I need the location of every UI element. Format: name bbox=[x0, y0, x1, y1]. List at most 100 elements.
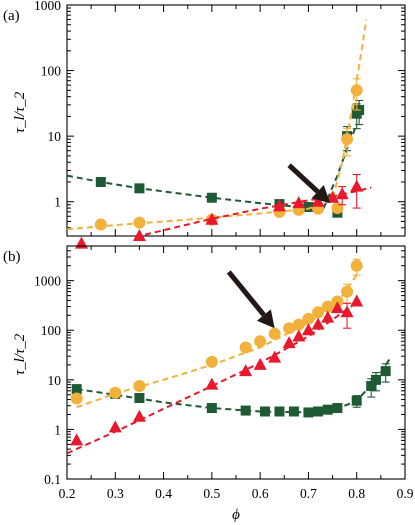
data-point-circle bbox=[133, 216, 146, 229]
data-point-triangle bbox=[74, 236, 88, 249]
data-point-triangle bbox=[239, 364, 253, 377]
data-point-square bbox=[380, 366, 391, 377]
data-point-circle bbox=[350, 84, 363, 97]
x-tick-label: 0.4 bbox=[155, 486, 172, 501]
data-point-square bbox=[274, 406, 285, 417]
data-point-triangle bbox=[350, 294, 364, 307]
data-point-square bbox=[303, 202, 314, 213]
y-tick-label: 1 bbox=[54, 195, 61, 210]
annotation-arrow bbox=[226, 270, 275, 329]
data-point-circle bbox=[283, 322, 296, 335]
y-axis-label: τ_l/τ_2 bbox=[12, 333, 28, 375]
y-axis-label: τ_l/τ_2 bbox=[12, 91, 28, 133]
series-square-green bbox=[71, 357, 392, 418]
data-point-triangle bbox=[132, 409, 146, 422]
data-point-triangle bbox=[205, 377, 219, 390]
series-triangle-red bbox=[74, 173, 372, 249]
data-point-square bbox=[240, 405, 251, 416]
x-tick-label: 0.5 bbox=[203, 486, 220, 501]
data-point-triangle bbox=[70, 433, 84, 446]
panel-a: 1 10 100 1000 τ_l/τ_2 (a) bbox=[3, 0, 406, 249]
x-tick-label: 0.6 bbox=[252, 486, 269, 501]
data-point-circle bbox=[302, 312, 315, 325]
data-point-square bbox=[322, 404, 333, 415]
data-point-circle bbox=[341, 285, 354, 298]
x-tick-label: 0.9 bbox=[397, 486, 414, 501]
data-point-circle bbox=[133, 380, 146, 393]
data-point-triangle bbox=[205, 212, 219, 225]
data-point-circle bbox=[94, 218, 107, 231]
data-point-square bbox=[332, 403, 343, 414]
data-point-circle bbox=[268, 327, 281, 340]
data-point-circle bbox=[205, 355, 218, 368]
data-point-circle bbox=[331, 202, 344, 215]
series-triangle-red bbox=[67, 294, 364, 455]
data-point-triangle bbox=[340, 305, 354, 318]
fit-line-orange bbox=[67, 19, 368, 231]
x-axis-label: ϕ bbox=[232, 507, 240, 523]
data-point-square bbox=[303, 407, 314, 418]
y-tick-label: 100 bbox=[41, 323, 62, 338]
data-point-triangle bbox=[272, 199, 286, 212]
data-point-circle bbox=[350, 259, 363, 272]
data-point-triangle bbox=[330, 301, 344, 314]
data-point-square bbox=[371, 374, 382, 385]
annotation-arrow bbox=[287, 163, 331, 204]
data-point-triangle bbox=[282, 336, 296, 349]
panel-b: 0.1 1 10 100 1000 0.2 0.3 0.4 0.5 0.6 0.7 0.8 0.9 τ_l… bbox=[3, 245, 414, 523]
data-point-triangle bbox=[301, 323, 315, 336]
data-point-triangle bbox=[292, 196, 306, 209]
data-point-circle bbox=[292, 318, 305, 331]
data-point-square bbox=[206, 192, 217, 203]
data-point-triangle bbox=[311, 194, 325, 207]
data-point-square bbox=[95, 176, 106, 187]
arrow-shaft bbox=[287, 163, 320, 194]
x-tick-label: 0.3 bbox=[107, 486, 124, 501]
data-point-circle bbox=[341, 133, 354, 146]
y-tick-label: 0.1 bbox=[44, 472, 61, 487]
data-point-circle bbox=[109, 386, 122, 399]
x-tick-label: 0.8 bbox=[348, 486, 365, 501]
y-tick-label: 10 bbox=[48, 373, 62, 388]
data-point-triangle bbox=[253, 357, 267, 370]
data-point-square bbox=[288, 406, 299, 417]
data-point-triangle bbox=[132, 229, 146, 241]
data-point-circle bbox=[312, 306, 325, 319]
data-point-circle bbox=[254, 335, 267, 348]
y-tick-label: 10 bbox=[48, 129, 62, 144]
data-point-triangle bbox=[326, 190, 340, 203]
data-point-circle bbox=[239, 341, 252, 354]
data-point-square bbox=[134, 393, 145, 404]
y-axis-a: 1 10 100 1000 bbox=[34, 0, 405, 237]
fit-line-red bbox=[134, 186, 372, 236]
y-tick-label: 1 bbox=[54, 422, 61, 437]
data-point-square bbox=[366, 381, 377, 392]
x-tick-label: 0.7 bbox=[300, 486, 317, 501]
x-axis-b: 0.2 0.3 0.4 0.5 0.6 0.7 0.8 0.9 bbox=[59, 246, 414, 501]
data-point-square bbox=[259, 406, 270, 417]
y-tick-label: 100 bbox=[41, 64, 62, 79]
series-circle-orange bbox=[70, 258, 363, 409]
x-axis-a bbox=[66, 5, 406, 236]
arrow-head bbox=[256, 309, 275, 329]
fit-line-green bbox=[76, 357, 392, 414]
data-point-square bbox=[71, 384, 82, 395]
x-tick-label: 0.2 bbox=[59, 486, 76, 501]
data-point-square bbox=[134, 183, 145, 194]
data-point-triangle bbox=[311, 317, 325, 330]
y-tick-label: 1000 bbox=[34, 0, 61, 13]
data-point-triangle bbox=[350, 179, 364, 192]
data-point-triangle bbox=[108, 420, 122, 433]
data-point-square bbox=[313, 406, 324, 417]
data-point-triangle bbox=[268, 350, 282, 363]
data-point-circle bbox=[70, 392, 83, 405]
y-axis-b: 0.1 1 10 100 1000 bbox=[34, 245, 405, 487]
data-point-triangle bbox=[292, 329, 306, 342]
arrow-head bbox=[311, 185, 331, 204]
arrow-shaft bbox=[226, 270, 266, 317]
y-tick-label: 1000 bbox=[34, 274, 61, 289]
data-point-triangle bbox=[321, 310, 335, 323]
data-point-triangle bbox=[335, 187, 349, 200]
panel-label: (b) bbox=[3, 249, 21, 265]
